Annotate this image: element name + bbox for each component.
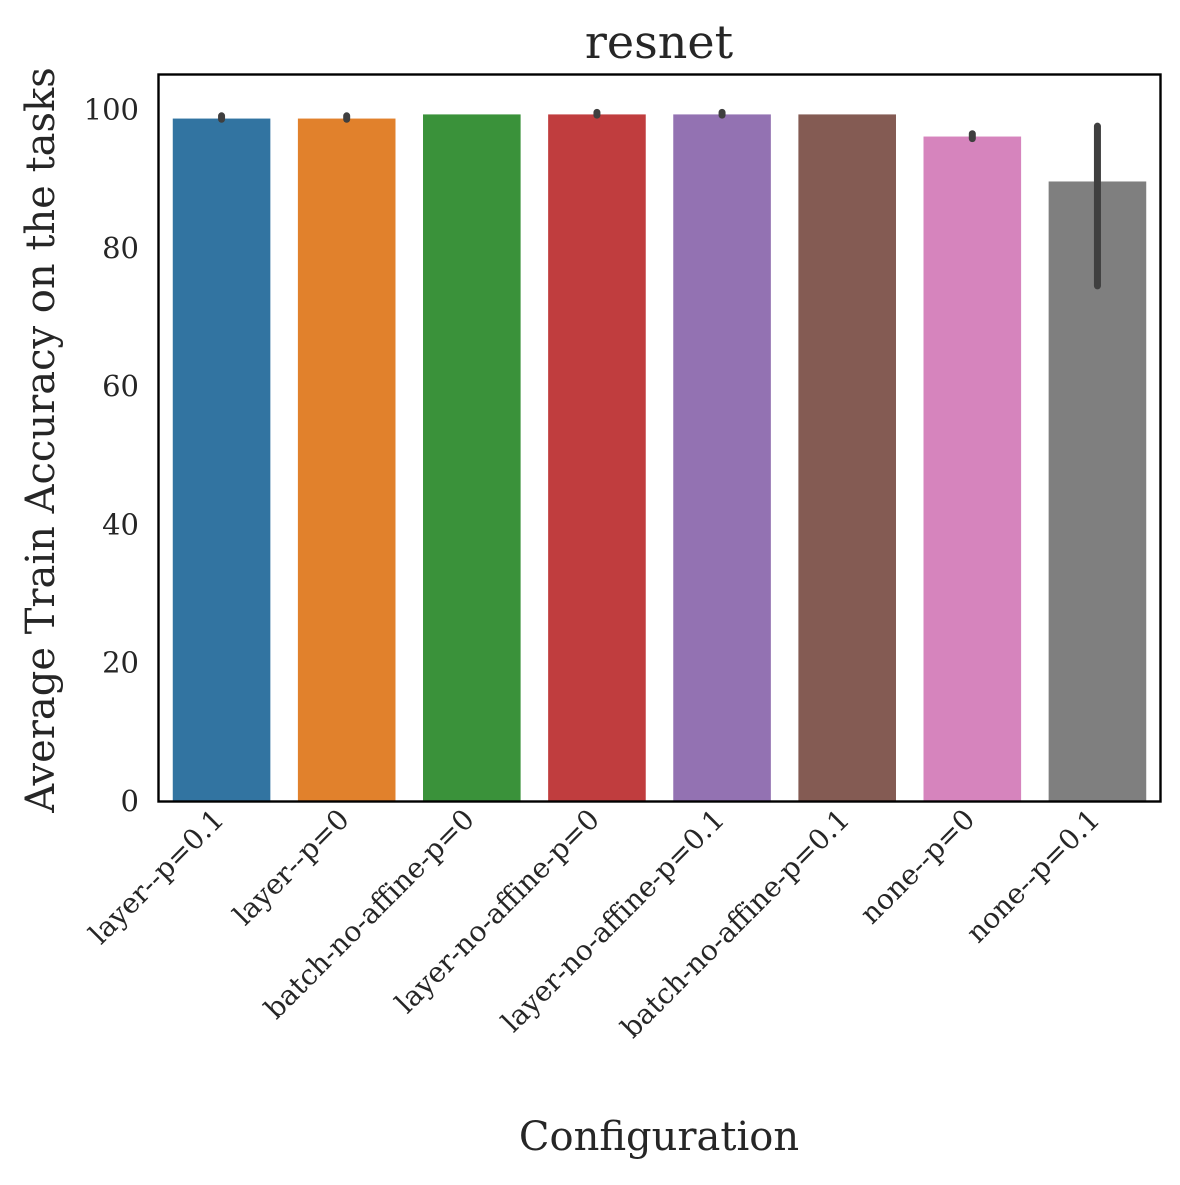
- bar-layer-no-affine-p=0.1: [673, 114, 771, 801]
- y-tick-label: 60: [102, 369, 139, 403]
- bar-layer--p=0.1: [172, 118, 271, 801]
- x-ticks-layer: layer--p=0.1layer--p=0batch-no-affine-p=…: [83, 803, 1107, 1045]
- x-tick-label: layer--p=0: [227, 803, 356, 932]
- y-tick-label: 0: [121, 784, 139, 818]
- y-tick-label: 100: [84, 93, 139, 127]
- bar-none--p=0: [923, 136, 1022, 802]
- bars-layer: [172, 114, 1147, 802]
- bar-batch-no-affine-p=0.1: [798, 114, 896, 801]
- x-tick-label: batch-no-affine-p=0: [258, 803, 481, 1026]
- chart-title: resnet: [585, 15, 734, 69]
- y-ticks-layer: 0 20 40 60 80 100: [84, 93, 139, 818]
- y-tick-label: 20: [102, 646, 139, 680]
- x-tick-label: layer-no-affine-p=0: [389, 803, 606, 1020]
- x-tick-label: layer-no-affine-p=0.1: [495, 803, 731, 1039]
- x-tick-label: none--p=0.1: [960, 803, 1107, 950]
- y-tick-label: 40: [102, 507, 139, 541]
- x-tick-label: none--p=0: [854, 803, 982, 931]
- y-tick-label: 80: [102, 231, 139, 265]
- y-axis-label: Average Train Accuracy on the tasks: [18, 67, 64, 814]
- plot-frame: [157, 73, 1162, 803]
- x-tick-label: layer--p=0.1: [83, 803, 231, 951]
- bar-layer-no-affine-p=0: [548, 114, 646, 801]
- bar-layer--p=0: [297, 118, 396, 801]
- bar-batch-no-affine-p=0: [423, 114, 521, 801]
- error-bars-layer: [218, 108, 1101, 290]
- x-tick-label: batch-no-affine-p=0.1: [614, 803, 856, 1045]
- x-axis-label: Configuration: [519, 1114, 799, 1160]
